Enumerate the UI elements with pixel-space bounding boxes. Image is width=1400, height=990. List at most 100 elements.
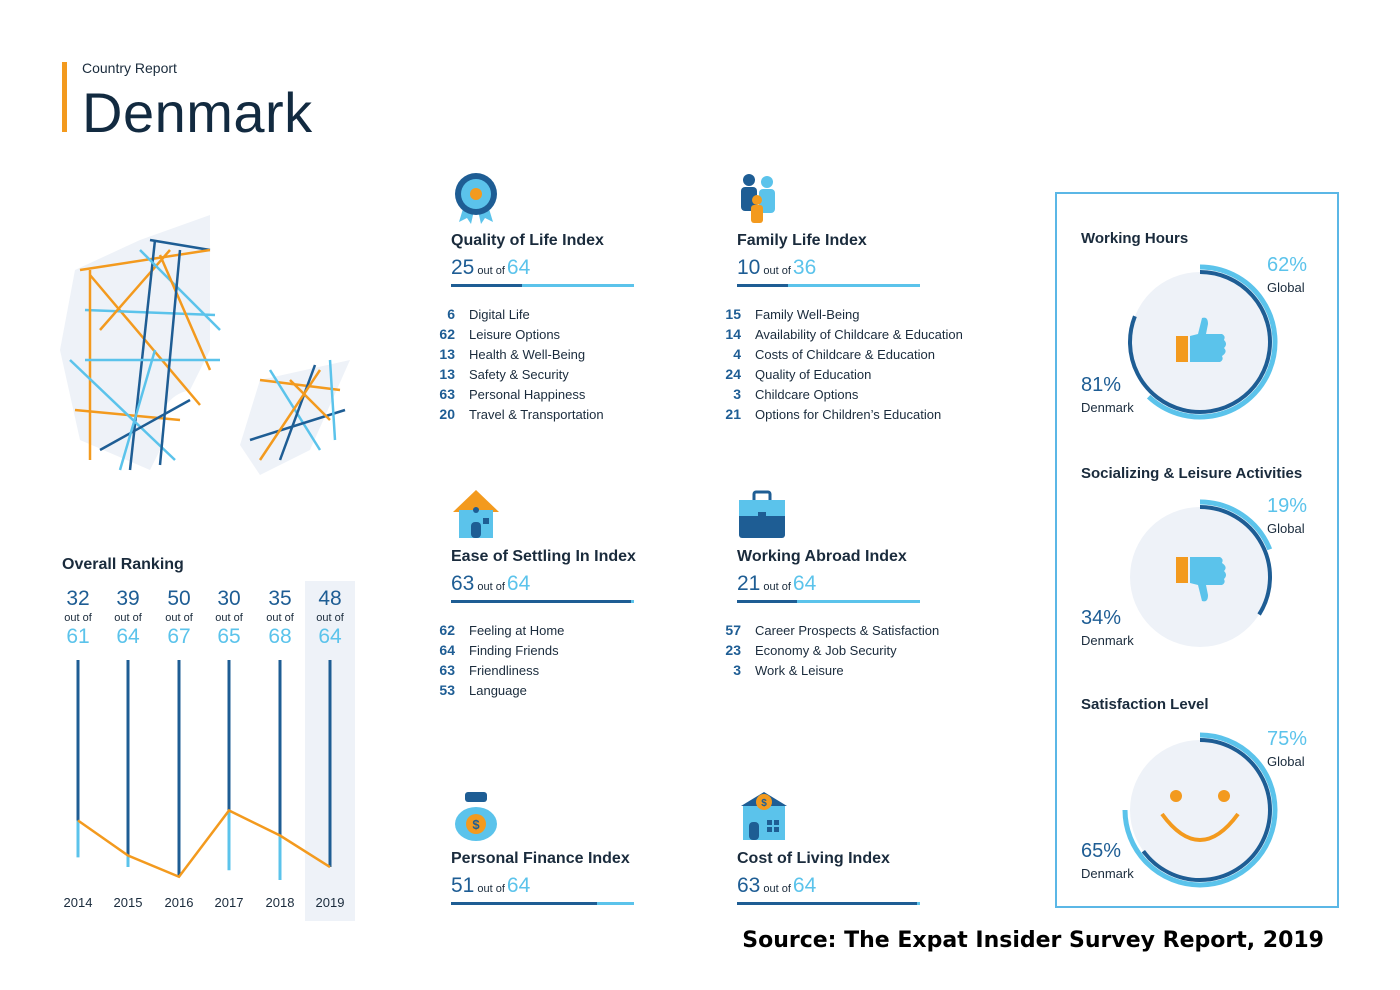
comparison-title: Working Hours	[1081, 230, 1189, 247]
denmark-label: Denmark	[1081, 400, 1134, 415]
sub-index-label: Availability of Childcare & Education	[755, 327, 963, 342]
index-block: $ Cost of Living Index 63 out of64	[737, 790, 1037, 905]
index-score: 63 out of64	[737, 874, 1037, 902]
index-rank: 63	[737, 874, 761, 897]
index-score: 63 out of64	[451, 572, 751, 600]
sub-index-label: Costs of Childcare & Education	[755, 347, 935, 362]
sub-index-rank: 53	[439, 682, 455, 698]
sub-index-item: 23 Economy & Job Security	[725, 640, 1037, 660]
sub-index-item: 15 Family Well-Being	[725, 304, 1037, 324]
sub-index-item: 64 Finding Friends	[439, 640, 751, 660]
index-score-bar	[737, 600, 920, 603]
denmark-percentage: 81%	[1081, 374, 1122, 396]
index-total: 36	[792, 256, 817, 279]
global-percentage: 19%	[1267, 495, 1308, 517]
index-title: Family Life Index	[737, 232, 867, 249]
sub-index-rank: 6	[447, 306, 455, 322]
index-score: 25 out of64	[451, 256, 751, 284]
out-of-label: out of	[64, 612, 92, 624]
sub-index-label: Digital Life	[469, 307, 530, 322]
ranking-column-2018: 35 out of 68	[255, 587, 305, 649]
index-score-bar-fill	[737, 284, 788, 287]
sub-index-label: Personal Happiness	[469, 387, 586, 402]
ranking-value: 30	[217, 587, 241, 610]
index-score-bar-fill	[451, 284, 523, 287]
index-rank: 21	[737, 572, 761, 595]
sub-index-rank: 62	[439, 622, 455, 638]
sub-index-list: 6 Digital Life 62 Leisure Options 13 Health &…	[439, 304, 751, 424]
sub-index-label: Options for Children’s Education	[755, 407, 942, 422]
ranking-value: 39	[116, 587, 140, 610]
ranking-value: 48	[318, 587, 342, 610]
ranking-total: 65	[217, 625, 241, 648]
sub-index-label: Family Well-Being	[755, 307, 860, 322]
index-score-bar-fill	[451, 600, 632, 603]
sub-index-label: Friendliness	[469, 663, 540, 678]
sub-index-rank: 13	[439, 366, 455, 382]
family-icon	[737, 172, 787, 224]
comparison-section: Socializing & Leisure Activities 19% Globa…	[1057, 429, 1341, 661]
sub-index-item: 4 Costs of Childcare & Education	[733, 344, 1037, 364]
source-caption: Source: The Expat Insider Survey Report,…	[742, 928, 1324, 953]
index-total: 64	[792, 874, 817, 897]
global-arc	[1199, 499, 1273, 551]
denmark-arc	[1128, 270, 1272, 414]
index-rank: 63	[451, 572, 475, 595]
ranking-value: 32	[66, 587, 90, 610]
sub-index-rank: 3	[733, 386, 741, 402]
sub-index-label: Work & Leisure	[755, 663, 844, 678]
index-total: 64	[506, 256, 531, 279]
sub-index-item: 62 Feeling at Home	[439, 620, 751, 640]
overall-ranking-chart	[76, 660, 332, 880]
money-bag-icon: $	[451, 790, 501, 842]
year-label: 2019	[315, 895, 345, 910]
sub-index-item: 57 Career Prospects & Satisfaction	[725, 620, 1037, 640]
sub-index-item: 3 Work & Leisure	[733, 660, 1037, 680]
index-score-bar	[737, 902, 920, 905]
year-label: 2015	[113, 895, 143, 910]
sub-index-item: 14 Availability of Childcare & Education	[725, 324, 1037, 344]
index-total: 64	[506, 874, 531, 897]
index-block: Family Life Index 10 out of36 15 Family Well…	[725, 172, 1037, 424]
thumbs-up-icon	[1176, 317, 1226, 362]
denmark-label: Denmark	[1081, 633, 1134, 648]
sub-index-item: 63 Personal Happiness	[439, 384, 751, 404]
sub-index-item: 13 Safety & Security	[439, 364, 751, 384]
sub-index-rank: 63	[439, 662, 455, 678]
sub-index-list: 15 Family Well-Being 14 Availability of Chi…	[725, 304, 1037, 424]
index-rank: 51	[451, 874, 475, 897]
index-score: 10 out of36	[737, 256, 1037, 284]
index-score-bar-fill	[737, 902, 918, 905]
denmark-label: Denmark	[1081, 866, 1134, 881]
sub-index-item: 13 Health & Well-Being	[439, 344, 751, 364]
out-of-label: out of	[266, 612, 294, 624]
index-block: Ease of Settling In Index 63 out of64 62 Fee…	[439, 488, 751, 700]
comparison-section: Working Hours 62% Global 81% Denmark	[1057, 194, 1341, 426]
sub-index-label: Childcare Options	[755, 387, 859, 402]
index-block: Working Abroad Index 21 out of64 57 Career P…	[725, 488, 1037, 680]
ranking-column-2016: 50 out of 67	[154, 587, 204, 649]
sub-index-label: Travel & Transportation	[469, 407, 604, 422]
global-label: Global	[1267, 280, 1305, 295]
denmark-percentage: 34%	[1081, 607, 1122, 629]
index-title: Quality of Life Index	[451, 232, 604, 249]
out-of-label: out of	[763, 265, 791, 277]
denmark-map-illustration	[60, 215, 350, 475]
index-title: Working Abroad Index	[737, 548, 907, 565]
comparison-donut	[1122, 732, 1278, 888]
sub-index-rank: 3	[733, 662, 741, 678]
index-title: Ease of Settling In Index	[451, 548, 636, 565]
ranking-column-2014: 32 out of 61	[53, 587, 103, 649]
sub-index-label: Quality of Education	[755, 367, 872, 382]
sub-index-item: 6 Digital Life	[447, 304, 751, 324]
sub-index-rank: 24	[725, 366, 741, 382]
global-label: Global	[1267, 754, 1305, 769]
ranking-trend-line	[77, 808, 331, 879]
sub-index-list: 57 Career Prospects & Satisfaction 23 Econo…	[725, 620, 1037, 680]
sub-index-item: 24 Quality of Education	[725, 364, 1037, 384]
denmark-arc	[1199, 505, 1272, 616]
comparison-donut	[1128, 264, 1278, 420]
sub-index-label: Health & Well-Being	[469, 347, 586, 362]
ranking-value: 35	[268, 587, 292, 610]
year-label: 2018	[265, 895, 295, 910]
